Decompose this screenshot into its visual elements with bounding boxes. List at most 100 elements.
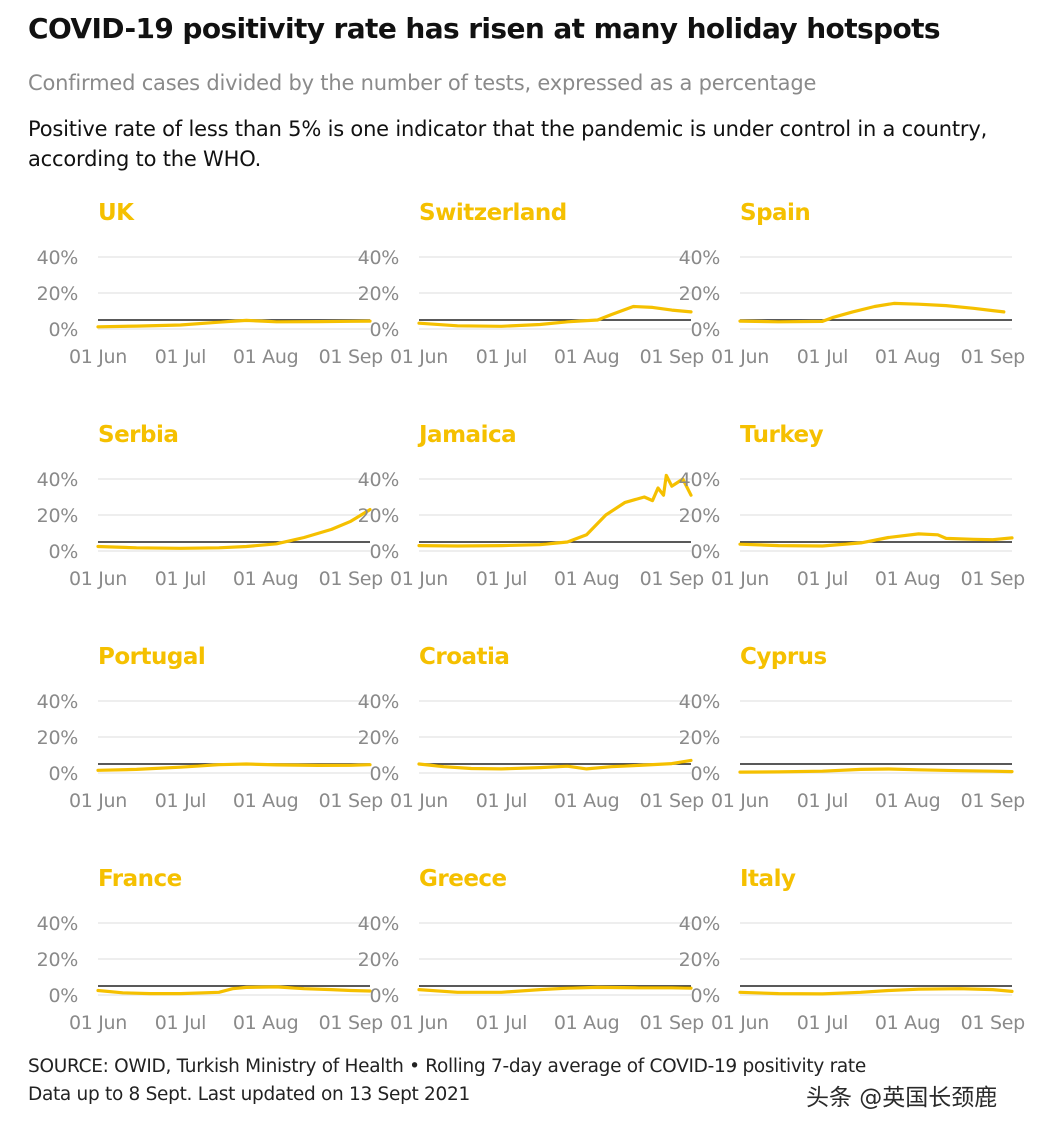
x-tick-label: 01 Jul (476, 346, 527, 368)
y-tick-label: 40% (37, 691, 78, 713)
y-tick-label: 0% (690, 541, 720, 563)
y-tick-label: 0% (690, 319, 720, 341)
y-tick-label: 0% (369, 319, 399, 341)
y-tick-label: 20% (358, 505, 399, 527)
x-tick-label: 01 Sep (961, 790, 1025, 812)
x-tick-label: 01 Jun (69, 568, 127, 590)
x-tick-label: 01 Sep (319, 346, 383, 368)
series-line-uk (96, 318, 372, 329)
series-line-croatia (417, 758, 693, 771)
x-tick-label: 01 Jul (155, 1012, 206, 1034)
x-tick-label: 01 Sep (640, 346, 704, 368)
x-tick-label: 01 Jun (711, 790, 769, 812)
series-line-jamaica (417, 473, 693, 548)
y-tick-label: 20% (37, 727, 78, 749)
chart-title: COVID-19 positivity rate has risen at ma… (28, 12, 941, 45)
y-tick-label: 20% (37, 949, 78, 971)
x-tick-label: 01 Jul (155, 790, 206, 812)
x-tick-label: 01 Aug (875, 568, 941, 590)
x-tick-label: 01 Sep (961, 346, 1025, 368)
series-line-switzerland (417, 304, 693, 328)
x-tick-label: 01 Aug (875, 346, 941, 368)
x-tick-label: 01 Jul (797, 346, 848, 368)
x-tick-label: 01 Aug (875, 790, 941, 812)
y-tick-label: 0% (369, 985, 399, 1007)
x-tick-label: 01 Aug (554, 790, 620, 812)
x-tick-label: 01 Jun (69, 1012, 127, 1034)
chart-subtitle: Confirmed cases divided by the number of… (28, 71, 817, 95)
source-line: SOURCE: OWID, Turkish Ministry of Health… (28, 1056, 866, 1077)
x-tick-label: 01 Sep (961, 568, 1025, 590)
y-tick-label: 20% (679, 727, 720, 749)
x-tick-label: 01 Jun (390, 790, 448, 812)
panel-title-turkey: Turkey (740, 422, 824, 448)
x-tick-label: 01 Jul (476, 790, 527, 812)
x-tick-label: 01 Jul (155, 568, 206, 590)
y-tick-label: 40% (37, 247, 78, 269)
y-tick-label: 40% (37, 469, 78, 491)
x-tick-label: 01 Jun (390, 568, 448, 590)
y-tick-label: 40% (679, 691, 720, 713)
x-tick-label: 01 Jul (476, 568, 527, 590)
y-tick-label: 20% (679, 283, 720, 305)
x-tick-label: 01 Sep (961, 1012, 1025, 1034)
x-tick-label: 01 Jun (711, 346, 769, 368)
x-tick-label: 01 Jun (390, 1012, 448, 1034)
x-tick-label: 01 Aug (233, 568, 299, 590)
series-line-france (96, 985, 372, 996)
y-tick-label: 40% (358, 469, 399, 491)
x-tick-label: 01 Jun (711, 1012, 769, 1034)
series-line-greece (417, 985, 693, 994)
y-tick-label: 40% (679, 913, 720, 935)
x-tick-label: 01 Jun (390, 346, 448, 368)
y-tick-label: 40% (679, 247, 720, 269)
y-tick-label: 20% (679, 949, 720, 971)
x-tick-label: 01 Jul (797, 568, 848, 590)
series-line-cyprus (738, 767, 1014, 774)
series-line-italy (738, 987, 1014, 996)
x-tick-label: 01 Jul (797, 1012, 848, 1034)
y-tick-label: 40% (679, 469, 720, 491)
y-tick-label: 0% (369, 763, 399, 785)
x-tick-label: 01 Aug (554, 568, 620, 590)
x-tick-label: 01 Aug (233, 346, 299, 368)
source-footer: SOURCE: OWID, Turkish Ministry of Health… (28, 1053, 866, 1109)
y-tick-label: 40% (358, 691, 399, 713)
y-tick-label: 20% (37, 283, 78, 305)
y-tick-label: 40% (358, 247, 399, 269)
x-tick-label: 01 Aug (554, 346, 620, 368)
y-tick-label: 0% (48, 541, 78, 563)
x-tick-label: 01 Jul (155, 346, 206, 368)
panel-title-portugal: Portugal (98, 644, 205, 670)
who-threshold-note: Positive rate of less than 5% is one ind… (28, 117, 988, 171)
y-tick-label: 20% (358, 727, 399, 749)
x-tick-label: 01 Aug (875, 1012, 941, 1034)
x-tick-label: 01 Jul (476, 1012, 527, 1034)
y-tick-label: 0% (690, 763, 720, 785)
panel-title-jamaica: Jamaica (417, 422, 516, 448)
panel-title-switzerland: Switzerland (419, 200, 567, 226)
panel-title-spain: Spain (740, 200, 810, 226)
x-tick-label: 01 Jun (711, 568, 769, 590)
y-tick-label: 20% (358, 949, 399, 971)
y-tick-label: 20% (358, 283, 399, 305)
y-tick-label: 0% (369, 541, 399, 563)
y-tick-label: 20% (679, 505, 720, 527)
x-tick-label: 01 Sep (319, 790, 383, 812)
updated-line: Data up to 8 Sept. Last updated on 13 Se… (28, 1084, 470, 1105)
panel-title-uk: UK (98, 200, 135, 226)
y-tick-label: 0% (48, 763, 78, 785)
panel-title-italy: Italy (740, 866, 796, 892)
x-tick-label: 01 Aug (233, 790, 299, 812)
x-tick-label: 01 Aug (233, 1012, 299, 1034)
x-tick-label: 01 Aug (554, 1012, 620, 1034)
series-line-portugal (96, 762, 372, 772)
series-line-spain (738, 301, 1006, 324)
y-tick-label: 0% (690, 985, 720, 1007)
x-tick-label: 01 Sep (640, 1012, 704, 1034)
x-tick-label: 01 Sep (319, 1012, 383, 1034)
panel-title-france: France (98, 866, 182, 892)
y-tick-label: 40% (37, 913, 78, 935)
panel-title-serbia: Serbia (98, 422, 178, 448)
